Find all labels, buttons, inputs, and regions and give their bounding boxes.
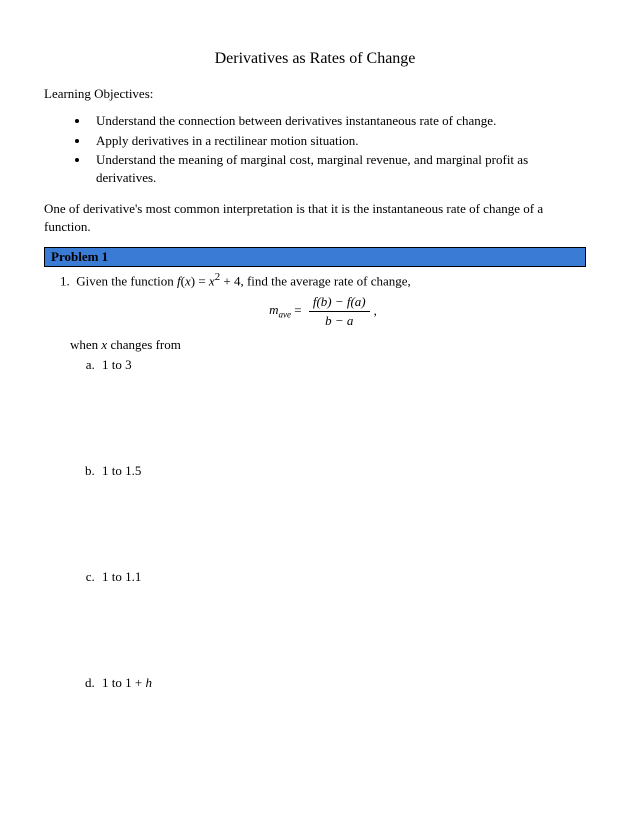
when-line: when x changes from <box>70 337 586 353</box>
fraction-denominator: b − a <box>309 312 370 329</box>
objective-item: Understand the connection between deriva… <box>90 112 586 130</box>
learning-objectives-heading: Learning Objectives: <box>44 86 586 102</box>
formula-eq: = <box>291 302 305 317</box>
problem-header-box: Problem 1 <box>44 247 586 267</box>
subpart-a: 1 to 3 <box>98 357 586 373</box>
prompt-suffix: , find the average rate of change, <box>240 274 410 289</box>
when-suffix: changes from <box>107 337 181 352</box>
objectives-list: Understand the connection between deriva… <box>44 112 586 186</box>
subparts-list: 1 to 3 1 to 1.5 1 to 1.1 1 to 1 + h <box>60 357 586 691</box>
document-page: Derivatives as Rates of Change Learning … <box>0 0 630 735</box>
objective-item: Apply derivatives in a rectilinear motio… <box>90 132 586 150</box>
math-plus4: + 4 <box>220 274 240 289</box>
prompt-prefix: Given the function <box>76 274 177 289</box>
formula-trailing-comma: , <box>374 303 377 319</box>
subpart-c: 1 to 1.1 <box>98 569 586 585</box>
fraction-numerator: f(b) − f(a) <box>309 294 370 312</box>
problem-prompt: 1. Given the function f(x) = x2 + 4, fin… <box>60 271 586 289</box>
math-eq: ) = <box>191 274 209 289</box>
intro-paragraph: One of derivative's most common interpre… <box>44 200 586 235</box>
formula-lhs: mave <box>269 302 291 320</box>
when-prefix: when <box>70 337 101 352</box>
subpart-d: 1 to 1 + h <box>98 675 586 691</box>
problem-body: 1. Given the function f(x) = x2 + 4, fin… <box>44 267 586 690</box>
problem-number: 1. <box>60 274 70 289</box>
formula-fraction: f(b) − f(a)b − a <box>309 294 370 329</box>
subpart-b: 1 to 1.5 <box>98 463 586 479</box>
objective-item: Understand the meaning of marginal cost,… <box>90 151 586 186</box>
formula-display: mave = f(b) − f(a)b − a, <box>60 294 586 329</box>
page-title: Derivatives as Rates of Change <box>44 50 586 68</box>
